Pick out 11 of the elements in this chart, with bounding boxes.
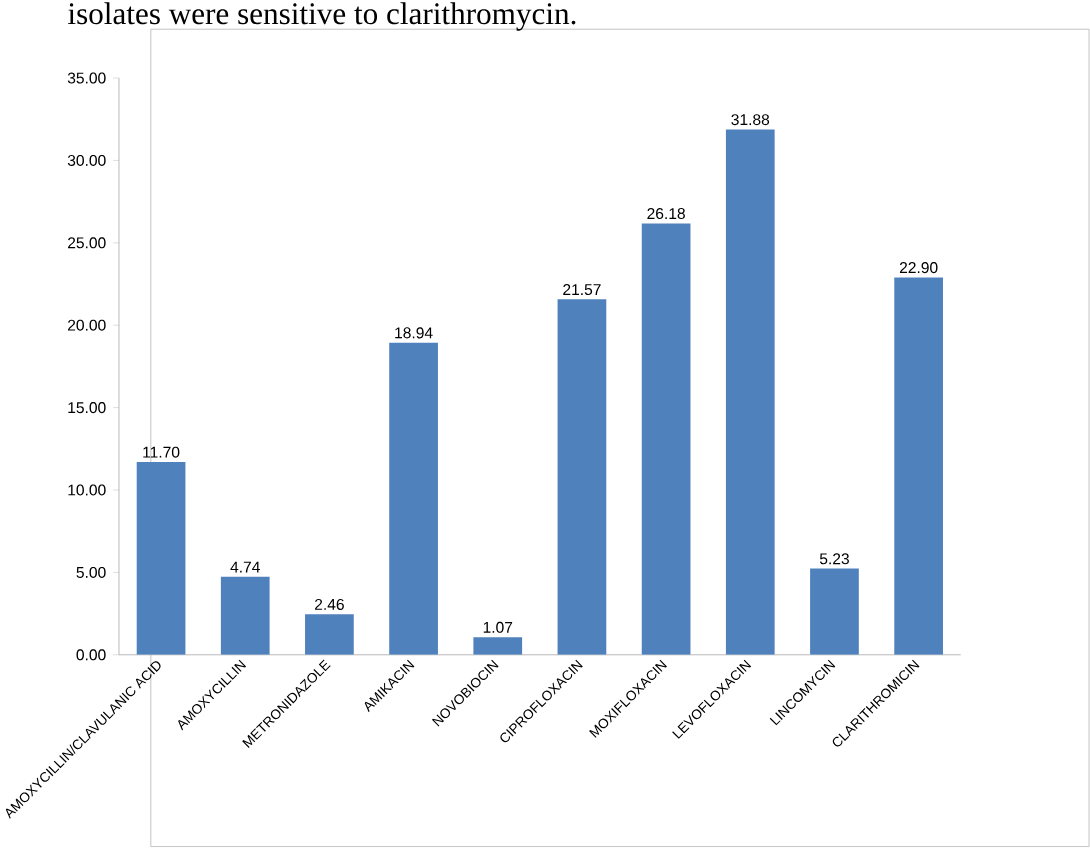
- bar: [894, 277, 943, 655]
- bar: [220, 576, 270, 655]
- bar: [136, 462, 186, 655]
- bar: [305, 614, 354, 655]
- bar: [725, 129, 775, 655]
- bar: [810, 568, 859, 655]
- bar: [389, 342, 438, 655]
- bar: [557, 299, 607, 655]
- bar: [473, 637, 523, 655]
- bar: [641, 223, 691, 655]
- text: isolates were sensitive to clarithromycin.: [68, 2, 576, 31]
